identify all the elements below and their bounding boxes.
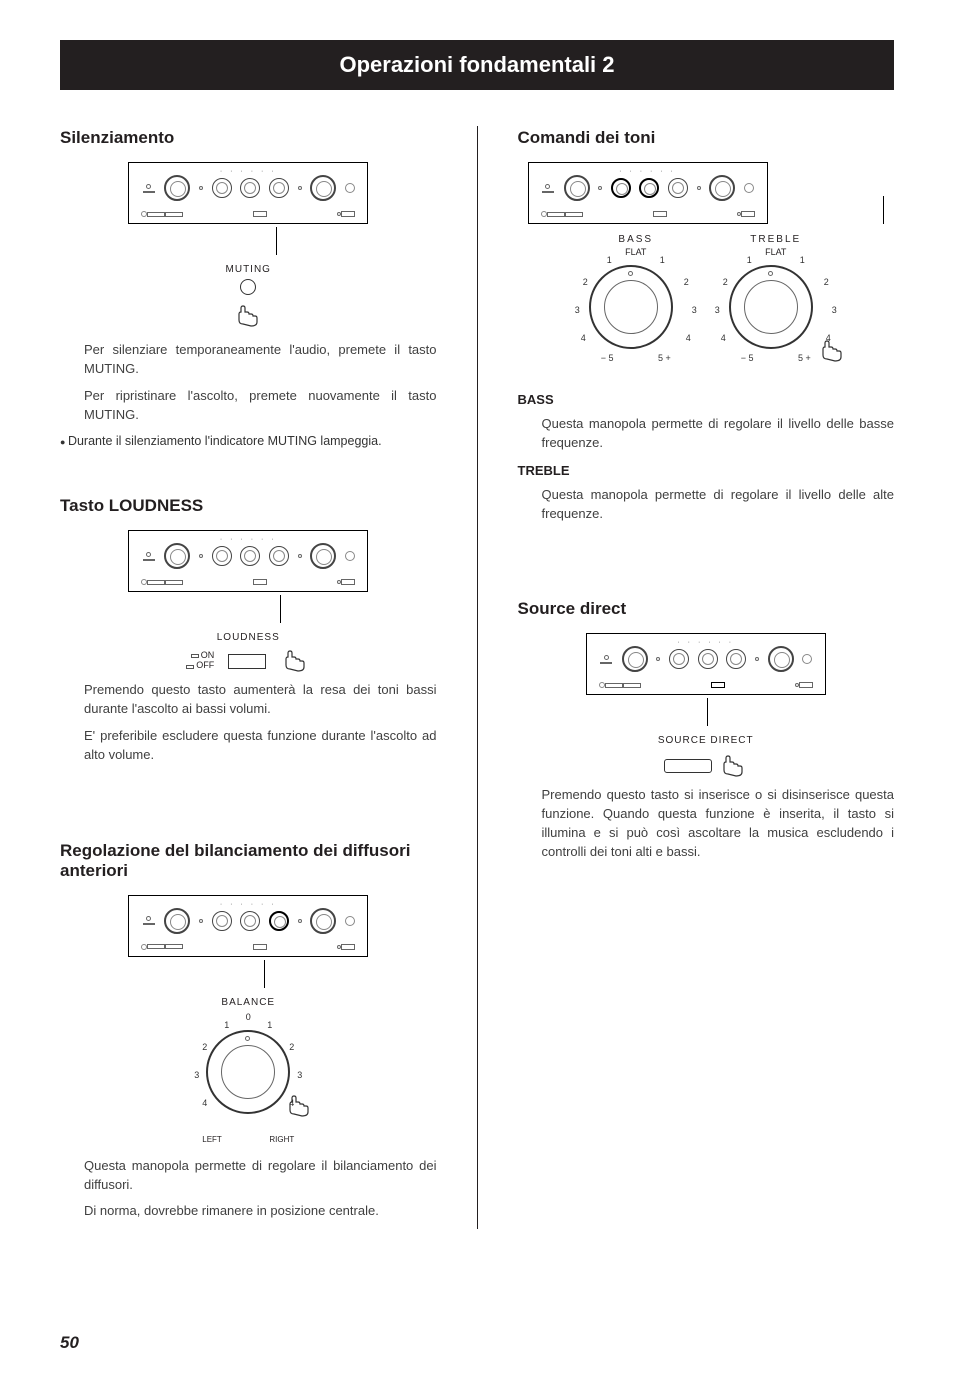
bass-text: Questa manopola permette di regolare il … [542, 415, 895, 453]
balance-p1: Questa manopola permette di regolare il … [84, 1157, 437, 1195]
balance-p2: Di norma, dovrebbe rimanere in posizione… [84, 1202, 437, 1221]
hand-pointer-icon [718, 754, 748, 778]
muting-caption: MUTING [60, 264, 437, 275]
loudness-toggle-legend: ON OFF [186, 651, 214, 671]
treble-subhead: TREBLE [518, 463, 895, 478]
treble-text: Questa manopola permette di regolare il … [542, 486, 895, 524]
balance-title: Regolazione del bilanciamento dei diffus… [60, 841, 437, 881]
silenziamento-figure: · · · · · · [60, 162, 437, 333]
column-divider [477, 126, 478, 1229]
bass-dial-group: BASS FLAT 1 1 2 2 3 3 4 4 − 5 5 + [571, 234, 701, 382]
silenziamento-title: Silenziamento [60, 128, 437, 148]
amplifier-panel-source-direct: · · · · · · [586, 633, 826, 695]
page-number: 50 [60, 1333, 79, 1353]
left-column: Silenziamento · · · · · · [60, 120, 437, 1229]
amplifier-panel-loudness: · · · · · · [128, 530, 368, 592]
hand-pointer-icon [284, 1094, 314, 1118]
source-direct-caption: SOURCE DIRECT [518, 735, 895, 746]
loudness-figure: · · · · · · [60, 530, 437, 673]
loudness-title: Tasto LOUDNESS [60, 496, 437, 516]
tone-figure: · · · · · · [518, 162, 895, 382]
bass-subhead: BASS [518, 392, 895, 407]
source-direct-p1: Premendo questo tasto si inserisce o si … [542, 786, 895, 861]
loudness-p2: E' preferibile escludere questa funzione… [84, 727, 437, 765]
amplifier-panel-muting: · · · · · · [128, 162, 368, 224]
page-header: Operazioni fondamentali 2 [60, 40, 894, 90]
treble-dial-group: TREBLE FLAT 1 1 2 2 3 3 4 4 − 5 5 + [711, 234, 841, 382]
hand-pointer-icon [233, 304, 263, 328]
source-direct-button-icon [664, 759, 712, 773]
loudness-caption: LOUDNESS [60, 632, 437, 643]
source-direct-figure: · · · · · · [518, 633, 895, 778]
amplifier-panel-balance: · · · · · · [128, 895, 368, 957]
hand-pointer-icon [280, 649, 310, 673]
right-column: Comandi dei toni · · · · · · [518, 120, 895, 1229]
muting-button-icon [240, 279, 256, 295]
loudness-switch-icon [228, 654, 266, 669]
loudness-p1: Premendo questo tasto aumenterà la resa … [84, 681, 437, 719]
silenziamento-p1: Per silenziare temporaneamente l'audio, … [84, 341, 437, 379]
tone-title: Comandi dei toni [518, 128, 895, 148]
balance-dial: 0 1 1 2 2 3 3 4 4 LEFTRIGHT [188, 1012, 308, 1132]
silenziamento-p2: Per ripristinare l'ascolto, premete nuov… [84, 387, 437, 425]
balance-figure: · · · · · · [60, 895, 437, 1137]
hand-pointer-icon [817, 339, 847, 363]
amplifier-panel-tone: · · · · · · [528, 162, 768, 224]
source-direct-title: Source direct [518, 599, 895, 619]
content-columns: Silenziamento · · · · · · [0, 120, 954, 1229]
silenziamento-bullet: Durante il silenziamento l'indicatore MU… [60, 434, 437, 448]
balance-caption: BALANCE [60, 997, 437, 1008]
